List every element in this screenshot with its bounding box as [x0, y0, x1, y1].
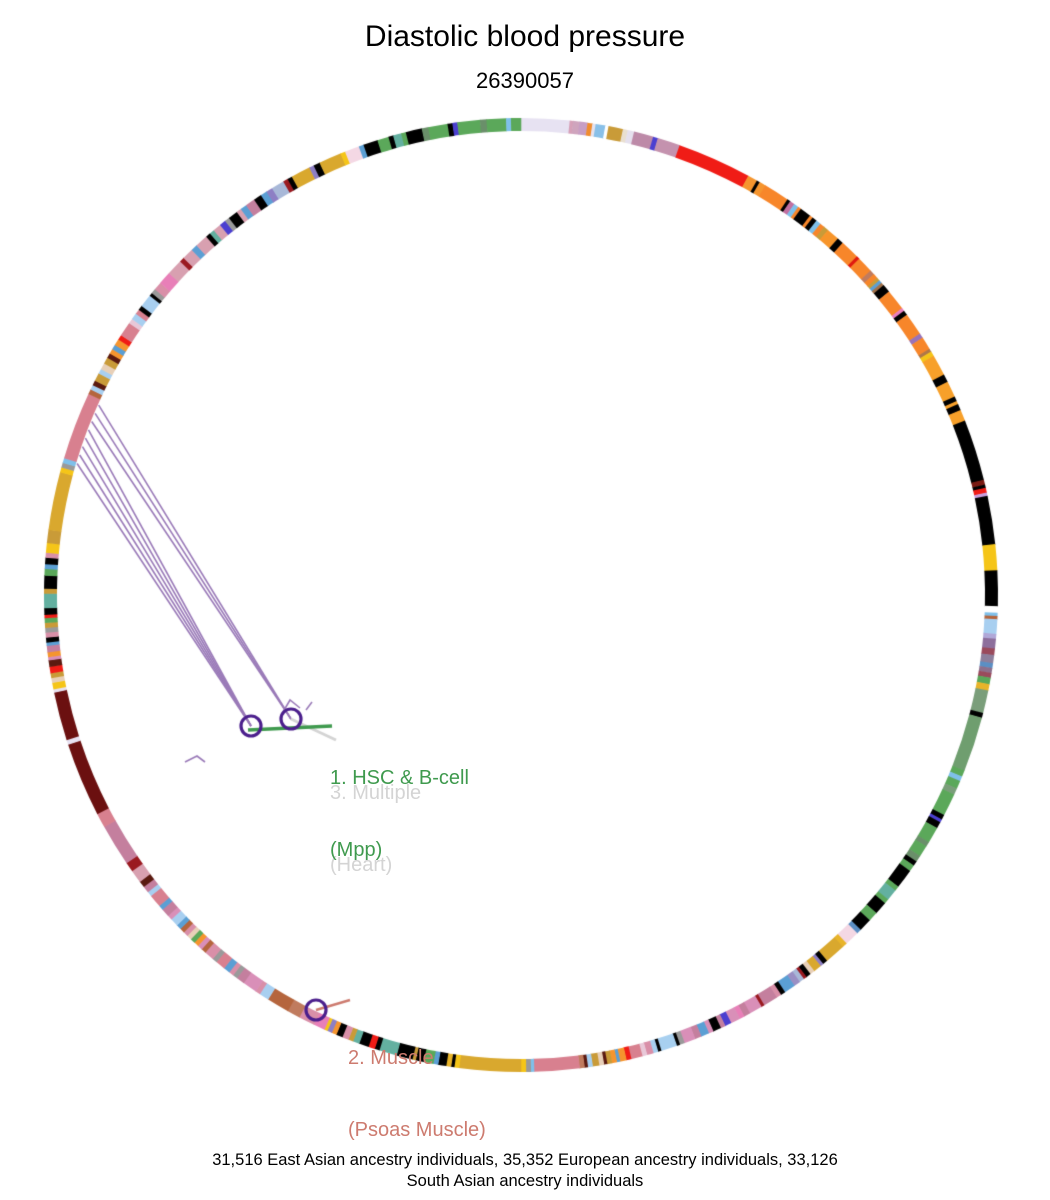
annotation-2-tissue: (Psoas Muscle) [348, 1119, 486, 1141]
annotation-2-rank: 2. Muscle [348, 1047, 434, 1069]
annotation-1-tissue: (Mpp) [330, 839, 383, 861]
annotation-3-tissue: (Heart) [330, 854, 393, 876]
page-subtitle: 26390057 [476, 68, 574, 93]
annotation-label-1: 1. HSC & B-cell (Mpp) [330, 718, 469, 910]
footer-caption: 31,516 East Asian ancestry individuals, … [0, 1150, 1050, 1192]
annotation-3-rank: 3. Multiple [330, 782, 422, 804]
annotation-label-3: 3. Multiple (Heart) [330, 733, 421, 925]
footer-line-2: South Asian ancestry individuals [406, 1172, 644, 1190]
footer-line-1: 31,516 East Asian ancestry individuals, … [212, 1151, 838, 1169]
annotation-1-rank: 1. HSC & B-cell [330, 767, 469, 789]
annotation-label-2: 2. Muscle (Psoas Muscle) [348, 998, 486, 1190]
page-title: Diastolic blood pressure [364, 20, 686, 53]
